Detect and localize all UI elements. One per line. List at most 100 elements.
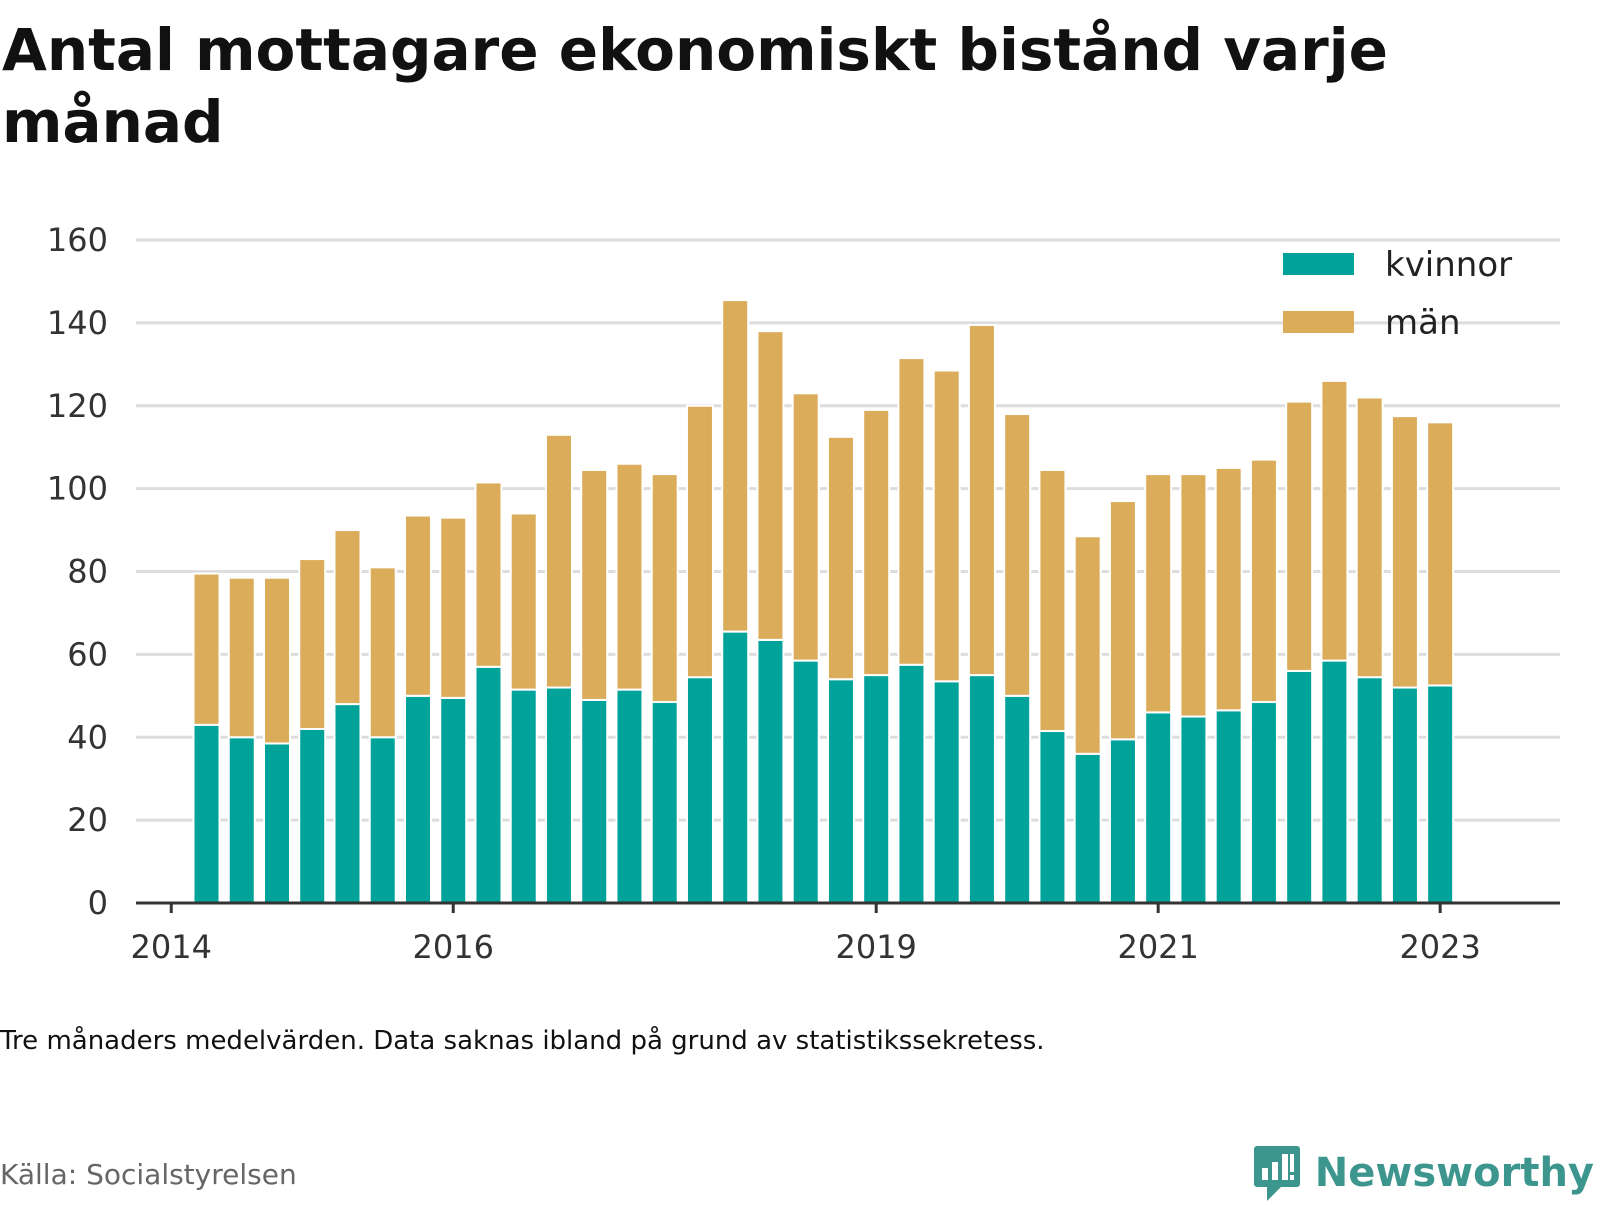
bar-man bbox=[721, 299, 750, 633]
bar-kvinnor bbox=[1426, 684, 1455, 904]
bar-man bbox=[544, 433, 573, 689]
x-tick-label: 2021 bbox=[1117, 928, 1198, 966]
y-tick-label: 60 bbox=[67, 635, 108, 673]
bar-man bbox=[826, 435, 855, 681]
bar-man bbox=[1214, 466, 1243, 712]
bar-kvinnor bbox=[1355, 676, 1384, 905]
bar-kvinnor bbox=[227, 736, 256, 904]
y-tick-label: 100 bbox=[47, 470, 108, 508]
bar-kvinnor bbox=[298, 727, 327, 905]
bar-man bbox=[897, 357, 926, 666]
bar-kvinnor bbox=[1285, 669, 1314, 905]
bar-man bbox=[791, 392, 820, 662]
bar-man bbox=[756, 330, 785, 641]
bar-man bbox=[1108, 500, 1137, 741]
bar-man bbox=[967, 323, 996, 677]
bar-kvinnor bbox=[967, 674, 996, 904]
bar-kvinnor bbox=[1320, 659, 1349, 905]
x-tick-label: 2019 bbox=[835, 928, 916, 966]
x-tick-label: 2014 bbox=[131, 928, 212, 966]
source-credit: Källa: Socialstyrelsen bbox=[0, 1158, 297, 1191]
bar-kvinnor bbox=[474, 665, 503, 905]
bar-man bbox=[650, 473, 679, 704]
bar-man bbox=[439, 516, 468, 699]
bar-man bbox=[1426, 421, 1455, 687]
bar-man bbox=[227, 576, 256, 739]
bar-man bbox=[368, 566, 397, 739]
bar-kvinnor bbox=[403, 694, 432, 904]
legend-swatch-kvinnor bbox=[1283, 253, 1354, 275]
bar-kvinnor bbox=[1214, 709, 1243, 904]
bar-man bbox=[298, 558, 327, 730]
bar-kvinnor bbox=[1038, 730, 1067, 904]
bar-man bbox=[1285, 400, 1314, 672]
axes: 0 20 40 60 80 100 120 140 160 2014 2016 2019 2021 202… bbox=[47, 221, 1560, 966]
bar-man bbox=[1249, 458, 1278, 704]
bar-kvinnor bbox=[544, 686, 573, 905]
bar-kvinnor bbox=[897, 663, 926, 904]
stacked-bar-chart: 0 20 40 60 80 100 120 140 160 2014 2016 2019 2021 202… bbox=[47, 221, 1560, 966]
bar-kvinnor bbox=[192, 723, 221, 904]
bar-kvinnor bbox=[615, 688, 644, 904]
brand-logo: Newsworthy bbox=[1253, 1141, 1594, 1205]
bar-kvinnor bbox=[791, 659, 820, 905]
bar-man bbox=[262, 576, 291, 745]
y-tick-label: 0 bbox=[88, 884, 108, 922]
y-tick-label: 80 bbox=[67, 553, 108, 591]
y-tick-label: 120 bbox=[47, 387, 108, 425]
bar-kvinnor bbox=[721, 630, 750, 904]
legend: kvinnor män bbox=[1283, 245, 1512, 343]
bars bbox=[192, 299, 1455, 905]
bar-kvinnor bbox=[1144, 711, 1173, 905]
bar-man bbox=[509, 512, 538, 691]
bar-kvinnor bbox=[650, 701, 679, 905]
brand-name: Newsworthy bbox=[1314, 1150, 1594, 1196]
x-tick-label: 2023 bbox=[1399, 928, 1480, 966]
bar-man bbox=[685, 404, 714, 679]
bar-kvinnor bbox=[580, 698, 609, 904]
legend-swatch-man bbox=[1283, 311, 1354, 333]
legend-label-man: män bbox=[1385, 303, 1461, 343]
bar-man bbox=[1320, 379, 1349, 662]
bar-man bbox=[1003, 413, 1032, 697]
bar-man bbox=[1179, 473, 1208, 718]
bar-man bbox=[1144, 473, 1173, 714]
bar-man bbox=[1038, 468, 1067, 733]
bar-kvinnor bbox=[333, 703, 362, 904]
bar-kvinnor bbox=[1249, 701, 1278, 905]
bar-kvinnor bbox=[1390, 686, 1419, 905]
bar-kvinnor bbox=[756, 638, 785, 904]
y-tick-label: 40 bbox=[67, 718, 108, 756]
bar-man bbox=[862, 408, 891, 677]
bar-man bbox=[580, 468, 609, 701]
bar-kvinnor bbox=[862, 674, 891, 904]
bar-kvinnor bbox=[509, 688, 538, 904]
bar-man bbox=[192, 572, 221, 726]
chart-note: Tre månaders medelvärden. Data saknas ib… bbox=[0, 1026, 1045, 1056]
bar-man bbox=[1355, 396, 1384, 679]
bar-kvinnor bbox=[1073, 752, 1102, 905]
legend-label-kvinnor: kvinnor bbox=[1385, 245, 1512, 285]
bar-kvinnor bbox=[685, 676, 714, 905]
bar-man bbox=[403, 514, 432, 697]
bar-man bbox=[1390, 415, 1419, 689]
bar-kvinnor bbox=[1108, 738, 1137, 905]
bar-man bbox=[333, 529, 362, 706]
bar-man bbox=[1073, 535, 1102, 755]
bar-kvinnor bbox=[439, 696, 468, 905]
bar-kvinnor bbox=[368, 736, 397, 904]
bar-man bbox=[932, 369, 961, 683]
bar-man bbox=[474, 481, 503, 668]
bar-kvinnor bbox=[826, 678, 855, 904]
bar-kvinnor bbox=[1003, 694, 1032, 904]
bar-kvinnor bbox=[1179, 715, 1208, 904]
y-tick-label: 160 bbox=[47, 221, 108, 259]
y-tick-label: 140 bbox=[47, 304, 108, 342]
bar-man bbox=[615, 462, 644, 691]
bar-kvinnor bbox=[262, 742, 291, 905]
y-tick-label: 20 bbox=[67, 801, 108, 839]
bar-kvinnor bbox=[932, 680, 961, 905]
x-tick-label: 2016 bbox=[413, 928, 494, 966]
newsworthy-logo-icon bbox=[1253, 1146, 1300, 1201]
chart-title: Antal mottagare ekonomiskt bistånd varje… bbox=[2, 16, 1388, 156]
